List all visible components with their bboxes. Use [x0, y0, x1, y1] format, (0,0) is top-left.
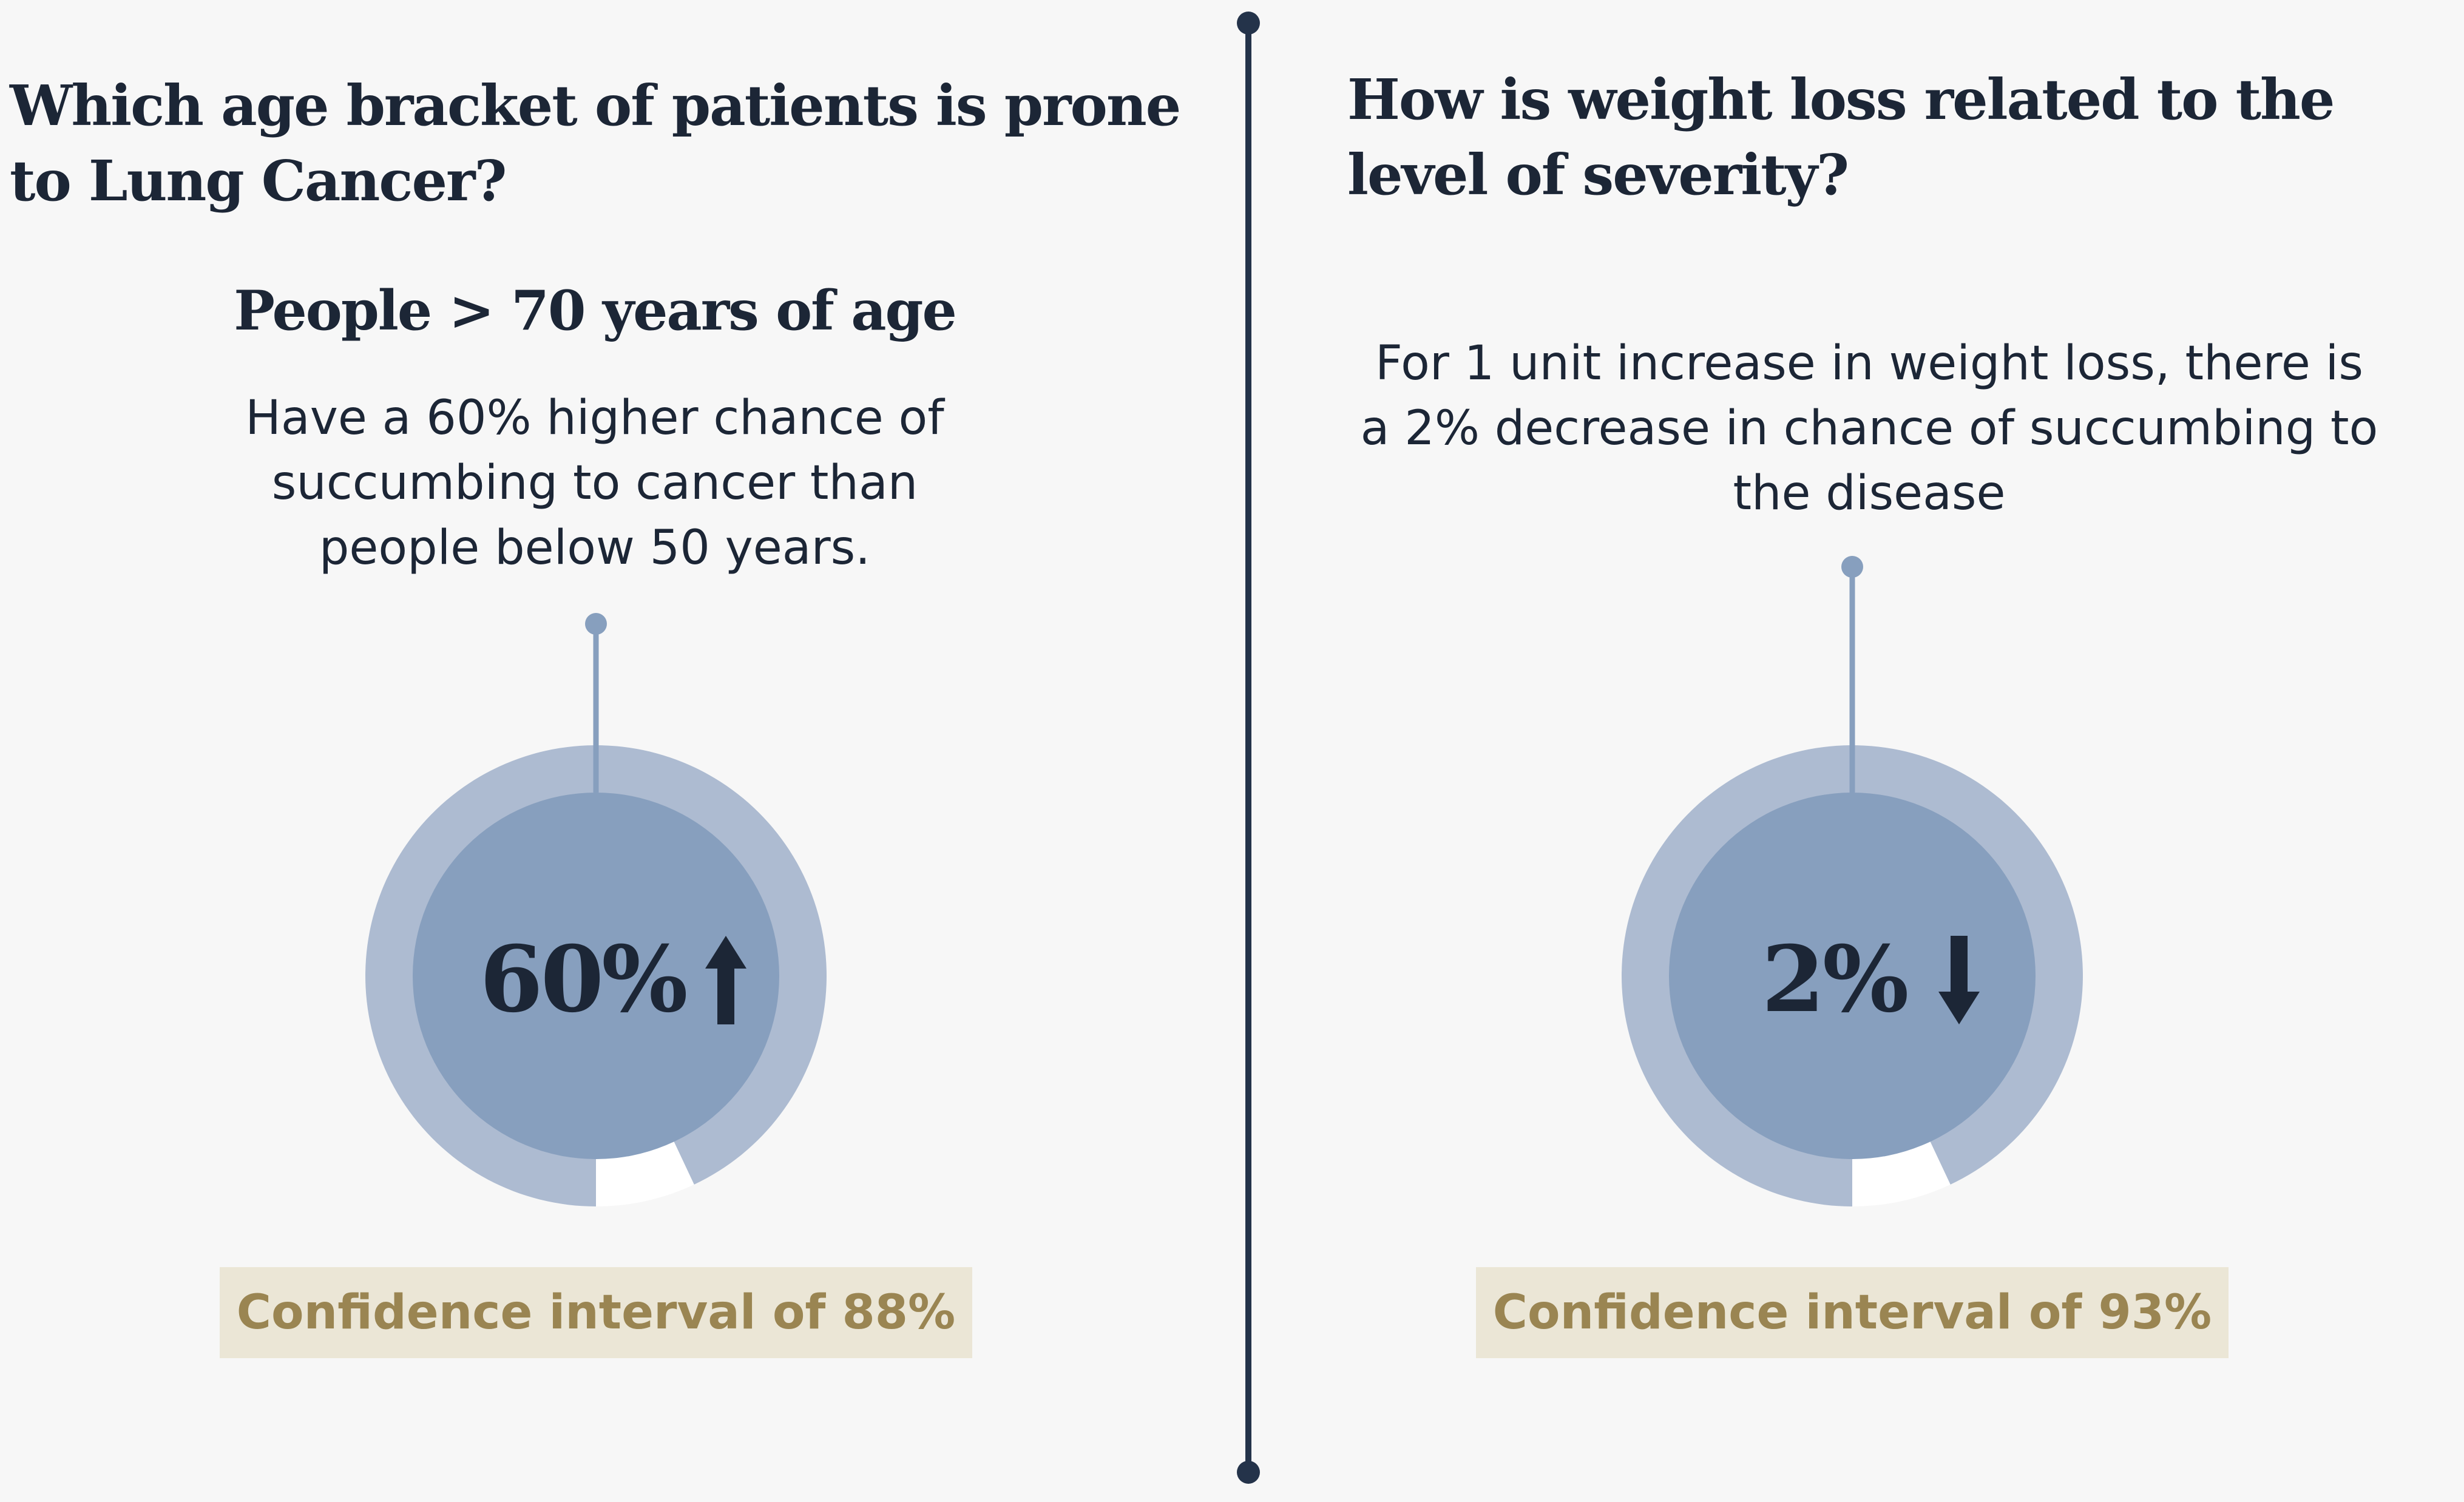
age-description: Have a 60% higher chance of succumbing t… [245, 391, 944, 575]
weight-loss-panel: How is weight loss related to the level … [1311, 0, 2464, 1502]
weight-confidence-label: Confidence interval of 93% [1492, 1285, 2212, 1340]
divider-top-dot [1237, 12, 1260, 35]
age-confidence-box: Confidence interval of 88% [220, 1267, 972, 1358]
weight-description: For 1 unit increase in weight loss, ther… [1360, 336, 2378, 521]
weight-question-heading: How is weight loss related to the level … [1347, 67, 2335, 208]
age-question-heading: Which age bracket of patients is prone t… [10, 73, 1181, 214]
divider-bottom-dot [1237, 1461, 1260, 1484]
age-confidence-label: Confidence interval of 88% [236, 1285, 956, 1340]
age-bracket-panel: Which age bracket of patients is prone t… [0, 0, 1214, 1502]
weight-confidence-box: Confidence interval of 93% [1476, 1267, 2229, 1358]
center-divider [1245, 23, 1251, 1472]
age-subheading: People > 70 years of age [234, 279, 956, 343]
